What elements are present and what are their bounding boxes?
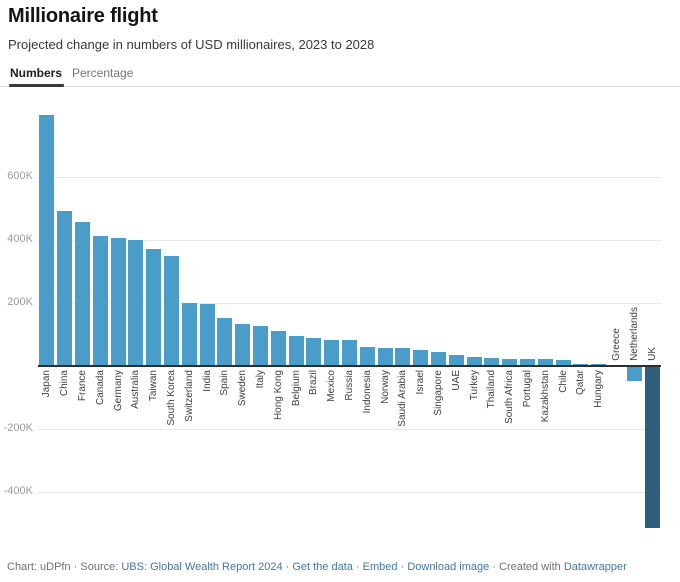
xlabel-germany: Germany xyxy=(112,370,124,412)
bar-australia[interactable] xyxy=(128,240,144,366)
bar-israel[interactable] xyxy=(413,350,429,366)
xlabel-china: China xyxy=(59,370,71,397)
xlabel-netherlands: Netherlands xyxy=(628,307,640,361)
bar-uae[interactable] xyxy=(448,355,464,366)
bar-south-africa[interactable] xyxy=(502,358,518,366)
xlabel-south-korea: South Korea xyxy=(166,370,177,426)
footer-link-get-the-data[interactable]: Get the data xyxy=(292,561,353,573)
gridline--400k xyxy=(38,491,661,493)
xlabel-mexico: Mexico xyxy=(326,370,338,402)
ytick-400k: 400K xyxy=(7,233,33,245)
bar-chile[interactable] xyxy=(555,360,571,366)
bar-russia[interactable] xyxy=(342,340,357,366)
bar-germany[interactable] xyxy=(110,237,126,366)
footer-link-embed[interactable]: Embed xyxy=(362,561,398,573)
bar-japan[interactable] xyxy=(39,115,55,366)
bar-china[interactable] xyxy=(57,211,73,366)
xlabel-singapore: Singapore xyxy=(433,370,444,416)
xlabel-australia: Australia xyxy=(130,370,142,409)
bar-italy[interactable] xyxy=(253,326,268,366)
bar-netherlands[interactable] xyxy=(626,365,642,381)
xlabel-indonesia: Indonesia xyxy=(361,370,373,414)
ytick--400k: -400K xyxy=(3,485,33,497)
xlabel-taiwan: Taiwan xyxy=(148,370,160,402)
footer-text: · xyxy=(352,561,363,573)
bar-kazakhstan[interactable] xyxy=(537,359,553,366)
tabs-divider xyxy=(0,86,680,87)
xlabel-saudi-arabia: Saudi Arabia xyxy=(397,370,409,427)
bar-singapore[interactable] xyxy=(431,352,446,366)
xlabel-sweden: Sweden xyxy=(237,370,249,407)
bar-india[interactable] xyxy=(199,304,215,366)
gridline-600k xyxy=(38,176,661,178)
footer-link-ubs-global-wealth-report-2024[interactable]: UBS: Global Wealth Report 2024 xyxy=(121,561,283,573)
bar-saudi-arabia[interactable] xyxy=(395,348,411,366)
bar-south-korea[interactable] xyxy=(164,255,179,366)
xlabel-uae: UAE xyxy=(450,370,462,391)
footer-text: · xyxy=(282,561,293,573)
ytick-600k: 600K xyxy=(7,170,33,182)
bar-thailand[interactable] xyxy=(484,357,500,366)
bar-portugal[interactable] xyxy=(520,358,535,366)
footer-text: · Source: xyxy=(70,561,122,573)
xlabel-hong-kong: Hong Kong xyxy=(272,370,284,421)
xlabel-norway: Norway xyxy=(379,370,391,404)
xlabel-thailand: Thailand xyxy=(486,370,498,409)
active-tab-underline xyxy=(9,84,64,87)
xlabel-belgium: Belgium xyxy=(290,370,302,407)
xlabel-spain: Spain xyxy=(219,370,231,396)
footer-text: · Created with xyxy=(489,561,564,573)
bar-mexico[interactable] xyxy=(324,340,340,366)
ytick--200k: -200K xyxy=(3,422,33,434)
bar-canada[interactable] xyxy=(92,236,108,366)
xlabel-canada: Canada xyxy=(94,370,106,406)
page-title: Millionaire flight xyxy=(8,5,158,27)
bar-brazil[interactable] xyxy=(306,338,322,366)
gridline--200k xyxy=(38,428,661,430)
bar-france[interactable] xyxy=(75,222,90,366)
xlabel-south-africa: South Africa xyxy=(504,370,516,424)
xlabel-russia: Russia xyxy=(344,370,355,401)
footer-text: Chart: uDPfn xyxy=(7,561,71,573)
xlabel-switzerland: Switzerland xyxy=(183,370,195,422)
footer-link-download-image[interactable]: Download image xyxy=(407,561,490,573)
xlabel-portugal: Portugal xyxy=(522,370,533,408)
bar-hong-kong[interactable] xyxy=(270,330,286,366)
bar-turkey[interactable] xyxy=(466,357,482,366)
ytick-200k: 200K xyxy=(7,296,33,308)
footer-text: · xyxy=(397,561,408,573)
xlabel-uk: UK xyxy=(646,347,658,361)
xlabel-hungary: Hungary xyxy=(593,370,605,408)
bar-norway[interactable] xyxy=(377,347,393,366)
bar-taiwan[interactable] xyxy=(146,248,162,366)
bar-qatar[interactable] xyxy=(573,363,589,366)
footer-link-datawrapper[interactable]: Datawrapper xyxy=(563,561,627,573)
bar-hungary[interactable] xyxy=(591,364,607,366)
xlabel-italy: Italy xyxy=(255,370,266,389)
bar-spain[interactable] xyxy=(217,318,233,366)
bar-indonesia[interactable] xyxy=(359,346,375,366)
xlabel-greece: Greece xyxy=(611,328,622,361)
footer: Chart: uDPfn · Source: UBS: Global Wealt… xyxy=(7,561,673,573)
bar-switzerland[interactable] xyxy=(181,302,197,366)
xlabel-kazakhstan: Kazakhstan xyxy=(539,370,551,423)
zero-axis-line xyxy=(38,365,661,367)
xlabel-france: France xyxy=(77,370,88,402)
xlabel-chile: Chile xyxy=(557,370,569,393)
tab-numbers[interactable]: Numbers xyxy=(10,66,63,80)
bar-sweden[interactable] xyxy=(235,324,251,366)
gridline-400k xyxy=(38,239,661,241)
gridline-200k xyxy=(38,302,661,304)
bar-uk[interactable] xyxy=(644,365,660,528)
xlabel-india: India xyxy=(201,370,213,392)
xlabel-japan: Japan xyxy=(41,370,53,398)
bar-belgium[interactable] xyxy=(288,336,304,366)
chart-subtitle: Projected change in numbers of USD milli… xyxy=(8,37,375,52)
xlabel-turkey: Turkey xyxy=(468,370,480,401)
xlabel-qatar: Qatar xyxy=(575,370,587,396)
tab-percentage[interactable]: Percentage xyxy=(72,66,134,80)
xlabel-israel: Israel xyxy=(415,370,427,395)
xlabel-brazil: Brazil xyxy=(308,370,320,396)
